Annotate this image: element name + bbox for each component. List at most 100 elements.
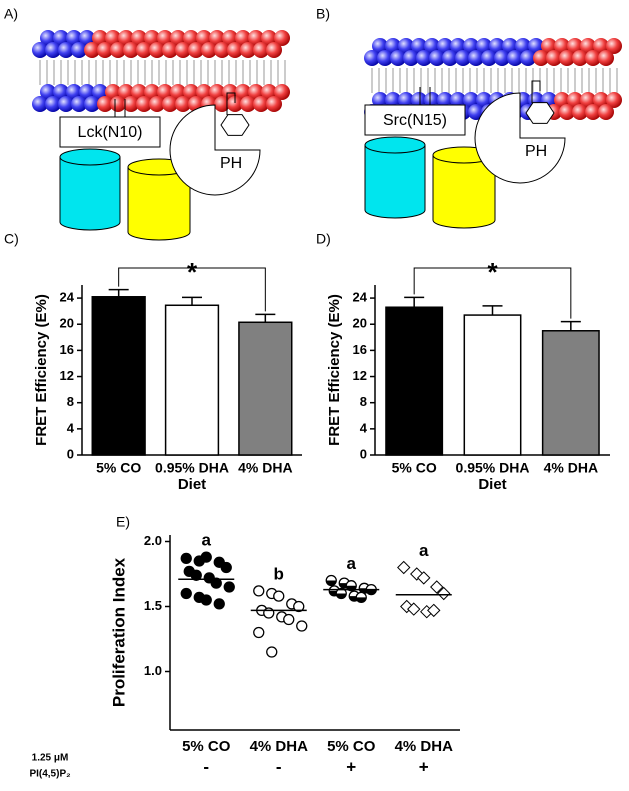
lipid-head <box>58 42 74 58</box>
group-letter: a <box>347 554 357 573</box>
ph-label: PH <box>525 143 547 160</box>
data-point <box>397 560 411 575</box>
y-tick-label: 12 <box>353 368 367 383</box>
inositol <box>525 102 555 124</box>
lipid-head <box>209 30 225 46</box>
lipid-head <box>227 96 243 112</box>
error-bar <box>255 313 276 323</box>
lipid-head <box>554 92 570 108</box>
anchor-link <box>419 87 431 105</box>
lipid-head <box>131 84 147 100</box>
y-tick-label: 16 <box>60 342 74 357</box>
lipid-head <box>214 96 230 112</box>
pip-link <box>531 80 541 103</box>
lipid-head <box>398 92 414 108</box>
y-tick-label: 20 <box>60 316 74 331</box>
lipid-head <box>266 96 282 112</box>
lipid-head <box>377 50 393 66</box>
x-tick-label: 4% DHA <box>238 460 292 476</box>
data-point <box>296 620 308 632</box>
panel-label: E) <box>116 514 130 530</box>
lipid-head <box>84 96 100 112</box>
panel-label: D) <box>316 231 331 247</box>
inositol <box>220 114 250 136</box>
lipid-head <box>476 38 492 54</box>
bar <box>164 304 220 456</box>
row-label: PI(4,5)P₂ <box>29 769 70 780</box>
lipid-head <box>502 38 518 54</box>
lipid-head <box>541 38 557 54</box>
lipid-head <box>533 50 549 66</box>
lipid-head <box>248 84 264 100</box>
lipid-head <box>188 42 204 58</box>
x-tick-label: 4% DHA <box>395 738 454 755</box>
lipid-head <box>442 50 458 66</box>
pip-link <box>226 92 236 115</box>
significance-star: * <box>187 257 198 287</box>
data-point <box>190 569 202 581</box>
lipid-head <box>554 38 570 54</box>
anchor-label: Lck(N10) <box>78 124 143 141</box>
lipid-head <box>580 92 596 108</box>
lipid-head <box>274 30 290 46</box>
lipid-head <box>53 30 69 46</box>
lipid-head <box>593 38 609 54</box>
data-point-half <box>336 593 347 599</box>
lipid-head <box>84 42 100 58</box>
lipid-head <box>598 104 614 120</box>
data-point <box>407 602 421 616</box>
cylinder-top <box>59 148 121 166</box>
lipid-head <box>92 84 108 100</box>
error-bar <box>482 305 503 316</box>
x-tick-label: 5% CO <box>96 460 141 476</box>
lipid-head <box>131 30 147 46</box>
lipid-head <box>416 50 432 66</box>
lipid-head <box>463 38 479 54</box>
lipid-head <box>144 84 160 100</box>
row-label: 1.25 μM <box>32 753 69 764</box>
x-axis-label: Diet <box>178 476 206 493</box>
lipid-head <box>105 30 121 46</box>
group-letter: a <box>419 541 429 560</box>
lipid-head <box>261 30 277 46</box>
data-point <box>266 646 278 658</box>
lipid-head <box>66 30 82 46</box>
data-point-half <box>326 580 337 586</box>
error-bar <box>404 296 425 308</box>
panel-label: C) <box>4 231 19 247</box>
lipid-head <box>92 30 108 46</box>
lipid-head <box>437 38 453 54</box>
error-bar <box>108 288 129 297</box>
y-axis-label: Proliferation Index <box>109 557 128 707</box>
lipid-head <box>118 84 134 100</box>
data-point <box>213 598 225 610</box>
lipid-head <box>175 96 191 112</box>
lipid-head <box>170 30 186 46</box>
lipid-head <box>398 38 414 54</box>
lipid-head <box>494 50 510 66</box>
lipid-head <box>403 50 419 66</box>
ph-label: PH <box>220 155 242 172</box>
lipid-head <box>235 84 251 100</box>
treatment-sign: + <box>419 757 429 776</box>
cylinder <box>59 157 121 231</box>
lipid-head <box>455 50 471 66</box>
membrane <box>32 30 290 112</box>
panel-label: A) <box>4 6 18 22</box>
lipid-head <box>240 42 256 58</box>
lipid-head <box>79 30 95 46</box>
lipid-head <box>227 42 243 58</box>
bar <box>541 330 600 456</box>
y-axis-label: FRET Efficiency (E%) <box>326 294 343 446</box>
anchor-link <box>114 99 126 117</box>
data-point-half <box>366 589 377 595</box>
lipid-head <box>157 30 173 46</box>
lipid-head <box>372 38 388 54</box>
group-letter: a <box>202 531 212 550</box>
cylinder <box>432 155 496 229</box>
lipid-head <box>515 38 531 54</box>
lipid-head <box>71 96 87 112</box>
y-tick-label: 1.0 <box>144 663 162 678</box>
y-tick-label: 2.0 <box>144 533 162 548</box>
anchor-label: Src(N15) <box>383 112 447 129</box>
